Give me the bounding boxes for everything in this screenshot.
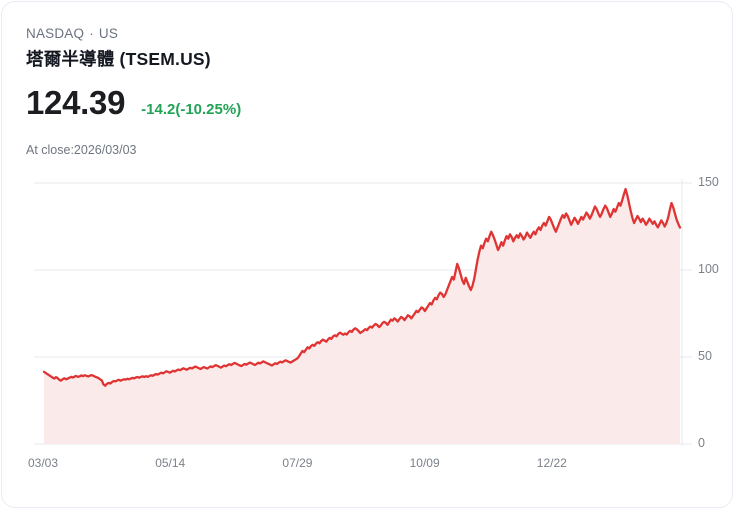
separator-dot: · bbox=[89, 26, 94, 41]
x-axis-label-0: 03/03 bbox=[28, 456, 59, 470]
y-axis-label-0: 0 bbox=[698, 436, 705, 450]
price-chart[interactable]: 150 100 50 0 03/03 05/14 07/29 10/09 12/… bbox=[2, 162, 732, 482]
x-axis-label-1: 05/14 bbox=[155, 456, 186, 470]
region-label: US bbox=[98, 26, 119, 41]
x-axis-label-3: 10/09 bbox=[409, 456, 440, 470]
price-value: 124.39 bbox=[26, 84, 126, 121]
x-axis-label-4: 12/22 bbox=[536, 456, 567, 470]
price-change: -14.2(-10.25%) bbox=[141, 101, 242, 118]
y-axis-label-150: 150 bbox=[698, 175, 719, 189]
price-row: 124.39 -14.2(-10.25%) bbox=[26, 86, 241, 119]
page-title: 塔爾半導體 (TSEM.US) bbox=[26, 49, 211, 69]
exchange-line: NASDAQ · US bbox=[26, 26, 118, 41]
y-axis-label-50: 50 bbox=[698, 349, 712, 363]
y-axis-label-100: 100 bbox=[698, 262, 719, 276]
exchange-name: NASDAQ bbox=[26, 26, 85, 41]
price-chart-svg bbox=[34, 179, 692, 446]
x-axis-label-2: 07/29 bbox=[282, 456, 313, 470]
at-close-timestamp: At close:2026/03/03 bbox=[26, 143, 137, 157]
